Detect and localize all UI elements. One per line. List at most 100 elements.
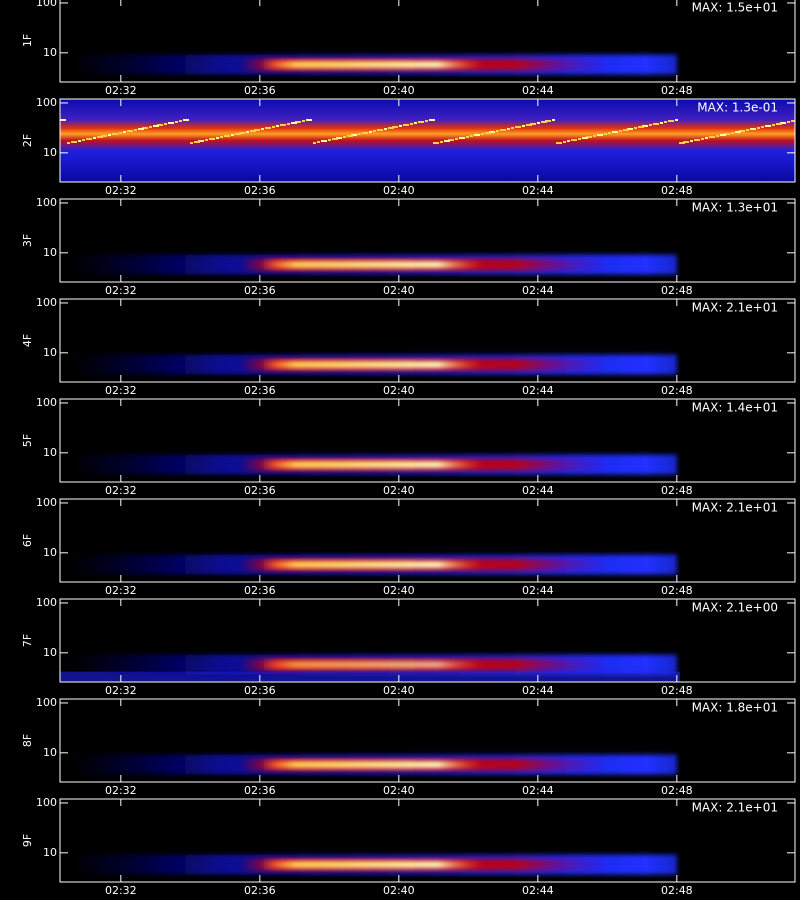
speckle <box>373 130 376 132</box>
spectrogram <box>60 99 795 182</box>
speckle <box>414 122 417 124</box>
speckle <box>511 127 514 129</box>
speckle <box>660 122 663 124</box>
band-core <box>262 261 482 269</box>
speckle <box>280 124 283 126</box>
speckle <box>421 121 424 123</box>
speckle <box>71 141 74 143</box>
speckle <box>735 131 738 133</box>
speckle <box>578 138 581 140</box>
speckle <box>656 123 659 125</box>
x-tick-label: 02:36 <box>244 384 276 397</box>
x-tick-label: 02:40 <box>383 84 415 97</box>
speckle <box>238 133 241 135</box>
speckle <box>358 133 361 135</box>
speckle <box>765 125 768 127</box>
speckle <box>272 126 275 128</box>
band-core <box>262 761 482 769</box>
y-tick-label: 100 <box>36 196 57 209</box>
y-axis-label: 2F <box>21 134 34 147</box>
speckle <box>712 136 715 138</box>
speckle <box>100 136 103 138</box>
speckle <box>761 126 764 128</box>
speckle <box>115 133 118 135</box>
band-core <box>262 461 482 469</box>
speckle <box>97 136 100 138</box>
speckle <box>362 132 365 134</box>
plot-frame <box>59 798 796 883</box>
speckle <box>470 135 473 137</box>
noise-field <box>60 99 795 182</box>
speckle <box>436 142 439 144</box>
speckle <box>261 128 264 130</box>
speckle <box>649 124 652 126</box>
speckle <box>444 140 447 142</box>
y-tick-label: 100 <box>36 696 57 709</box>
y-tick-label: 10 <box>43 746 57 759</box>
speckle <box>507 128 510 130</box>
speckle <box>425 120 428 122</box>
speckle <box>723 134 726 136</box>
spectrogram <box>70 854 677 875</box>
speckle <box>227 135 230 137</box>
speckle <box>153 125 156 127</box>
panel: 02:32 02:36 02:40 02:44 02:48 10 100 9F MAX: 2.1… <box>21 796 796 897</box>
speckle <box>418 121 421 123</box>
speckle <box>119 132 122 134</box>
speckle <box>328 139 331 141</box>
speckle <box>481 133 484 135</box>
x-tick-label: 02:44 <box>522 484 554 497</box>
speckle <box>466 136 469 138</box>
speckle <box>365 132 368 134</box>
speckle <box>556 142 559 144</box>
band-core <box>262 561 482 569</box>
speckle <box>537 122 540 124</box>
x-tick-label: 02:40 <box>383 684 415 697</box>
speckle <box>395 126 398 128</box>
speckle <box>612 131 615 133</box>
y-axis-label: 5F <box>21 434 34 447</box>
speckle <box>156 125 159 127</box>
speckle <box>757 127 760 129</box>
speckle <box>369 131 372 133</box>
speckle <box>451 139 454 141</box>
x-tick-label: 02:48 <box>661 484 693 497</box>
speckle <box>787 121 790 123</box>
max-annotation: MAX: 1.4e+01 <box>692 401 778 415</box>
max-annotation: MAX: 2.1e+00 <box>692 601 778 615</box>
speckle <box>108 134 111 136</box>
x-tick-label: 02:48 <box>661 84 693 97</box>
speckle <box>526 124 529 126</box>
plot-frame <box>59 98 796 183</box>
speckle <box>350 135 353 137</box>
y-tick-label: 10 <box>43 646 57 659</box>
x-tick-label: 02:32 <box>105 584 137 597</box>
speckle <box>194 141 197 143</box>
x-tick-label: 02:32 <box>105 284 137 297</box>
speckle <box>488 132 491 134</box>
speckle <box>145 127 148 129</box>
speckle <box>619 130 622 132</box>
speckle <box>406 124 409 126</box>
speckle <box>123 131 126 133</box>
panel: 02:32 02:36 02:40 02:44 02:48 10 100 8F MAX: 1.8… <box>21 696 796 797</box>
speckle <box>388 127 391 129</box>
y-tick-label: 100 <box>36 0 57 9</box>
speckle <box>268 127 271 129</box>
panel: 02:32 02:36 02:40 02:44 02:48 10 100 2F MAX: 1.3… <box>21 96 796 197</box>
speckle <box>433 142 436 144</box>
speckle <box>779 123 782 125</box>
speckle <box>313 142 316 144</box>
speckle <box>335 138 338 140</box>
speckle <box>432 119 435 121</box>
speckle <box>205 139 208 141</box>
x-tick-label: 02:48 <box>661 184 693 197</box>
y-axis-label: 4F <box>21 334 34 347</box>
x-tick-label: 02:32 <box>105 184 137 197</box>
y-tick-label: 100 <box>36 496 57 509</box>
speckle <box>224 135 227 137</box>
panel: 02:32 02:36 02:40 02:44 02:48 10 100 1F MAX: 1.5… <box>21 0 796 97</box>
speckle <box>212 138 215 140</box>
speckle <box>149 126 152 128</box>
